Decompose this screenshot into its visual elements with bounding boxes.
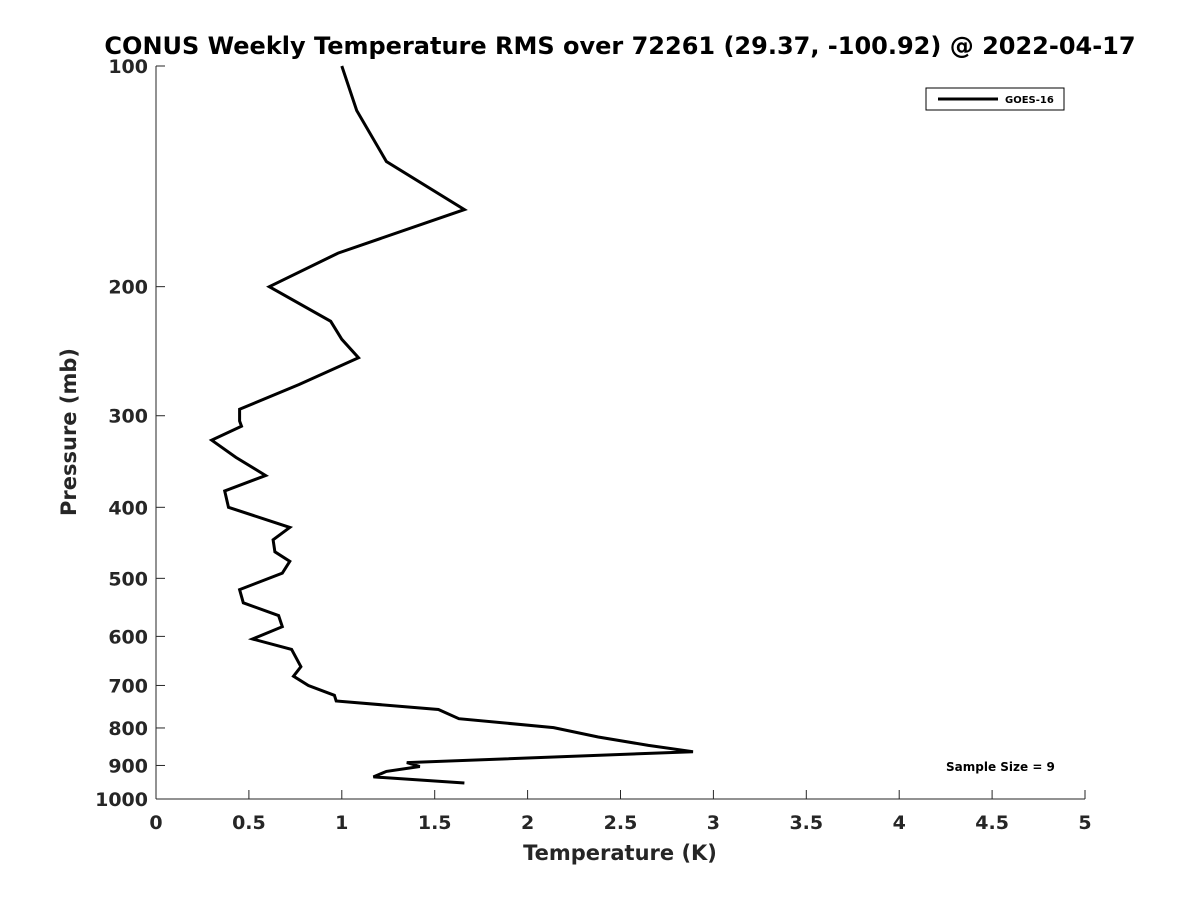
x-axis-ticks: 0 0.5 1 1.5 2 2.5 3 3.5 4 4.5 5	[149, 790, 1092, 834]
plot-area	[156, 66, 1085, 799]
chart-title: CONUS Weekly Temperature RMS over 72261 …	[104, 32, 1135, 60]
x-tick-label: 3.5	[789, 812, 823, 834]
y-tick-label: 200	[108, 277, 148, 299]
legend: GOES-16	[925, 87, 1065, 111]
x-axis-label: Temperature (K)	[523, 841, 717, 865]
x-tick-label: 1.5	[418, 812, 452, 834]
y-tick-label: 800	[108, 718, 148, 740]
sample-size-annotation: Sample Size = 9	[946, 760, 1055, 774]
y-tick-label: 1000	[95, 789, 148, 811]
series-line-goes-16	[208, 65, 694, 785]
legend-label-goes-16: GOES-16	[1005, 95, 1054, 106]
x-tick-label: 4.5	[975, 812, 1009, 834]
y-axis-label: Pressure (mb)	[57, 348, 81, 516]
y-tick-label: 700	[108, 675, 148, 697]
y-tick-label: 500	[108, 568, 148, 590]
x-tick-label: 5	[1078, 812, 1091, 834]
x-tick-label: 0.5	[232, 812, 266, 834]
x-tick-label: 1	[335, 812, 348, 834]
y-tick-label: 600	[108, 626, 148, 648]
x-tick-label: 2.5	[604, 812, 638, 834]
series-layer	[208, 65, 694, 785]
x-tick-label: 2	[521, 812, 534, 834]
y-tick-label: 400	[108, 497, 148, 519]
x-tick-label: 0	[149, 812, 162, 834]
y-axis-ticks: 100 200 300 400 500 600 700 800 900 1000	[95, 56, 165, 811]
y-tick-label: 900	[108, 755, 148, 777]
x-tick-label: 3	[707, 812, 720, 834]
y-tick-label: 100	[108, 56, 148, 78]
x-tick-label: 4	[893, 812, 906, 834]
y-tick-label: 300	[108, 406, 148, 428]
